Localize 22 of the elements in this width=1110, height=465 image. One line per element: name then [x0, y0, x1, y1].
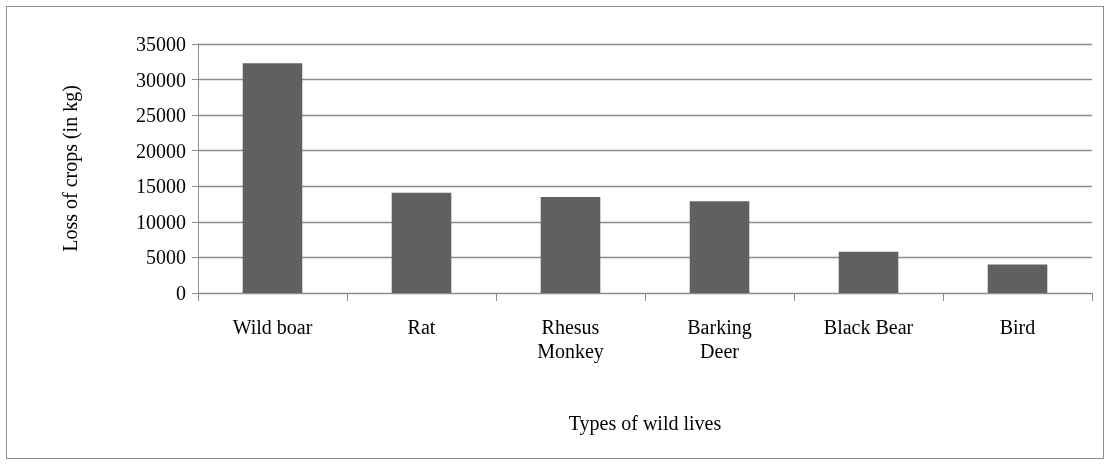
bar	[242, 63, 303, 293]
y-tick-label: 15000	[136, 175, 186, 198]
y-tick-label: 5000	[146, 246, 186, 269]
x-tick-label: Wild boar	[232, 316, 313, 338]
bar	[987, 264, 1048, 293]
y-tick-label: 20000	[136, 139, 186, 162]
y-tick-label: 0	[176, 282, 186, 304]
y-tick-label: 10000	[136, 210, 186, 233]
bar	[391, 192, 452, 293]
x-tick-label: Rat	[407, 316, 436, 338]
y-tick-label: 30000	[136, 68, 186, 91]
x-tick-label: Black Bear	[823, 316, 914, 338]
y-axis-title: Loss of crops (in kg)	[59, 85, 82, 252]
x-tick-label: Bird	[999, 316, 1036, 338]
x-tick-label: Barking Deer	[687, 316, 752, 362]
bar	[838, 251, 899, 293]
y-tick-label: 25000	[136, 104, 186, 127]
bar	[689, 201, 750, 293]
y-tick-label: 35000	[136, 33, 186, 55]
x-tick-label: Rhesus Monkey	[537, 316, 604, 363]
x-axis-title: Types of wild lives	[568, 412, 722, 435]
bar	[540, 196, 601, 293]
